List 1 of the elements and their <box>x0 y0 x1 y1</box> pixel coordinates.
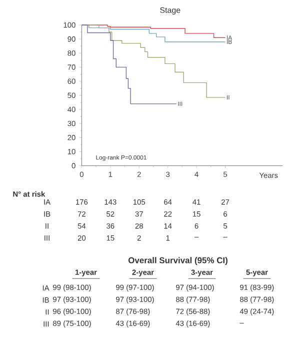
text: Overall Survival (95% CI) <box>128 257 228 265</box>
